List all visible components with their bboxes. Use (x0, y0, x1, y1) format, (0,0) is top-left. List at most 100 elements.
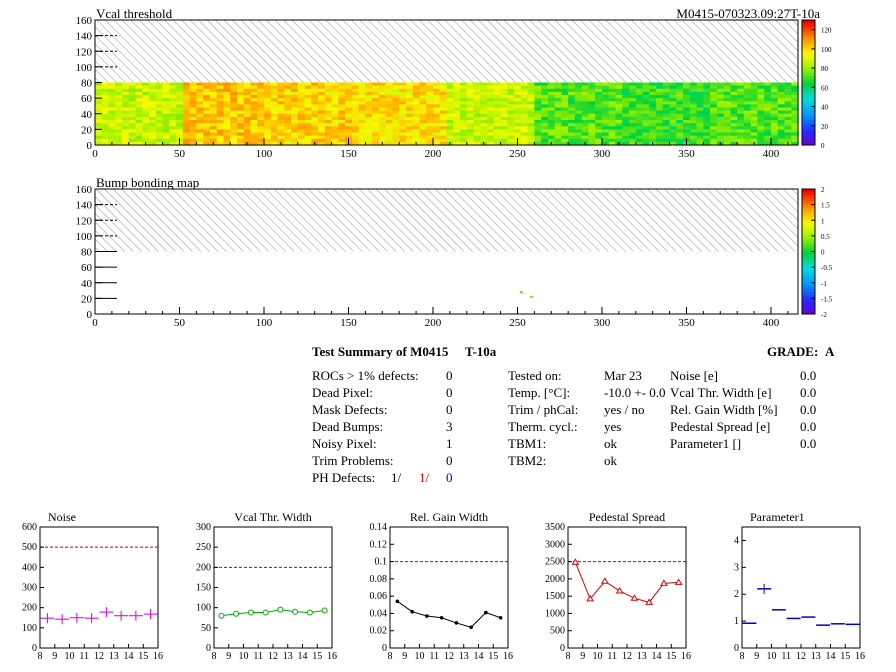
heatmap-cell (466, 126, 475, 130)
heatmap-cell (601, 138, 610, 143)
heatmap-cell (351, 104, 360, 109)
heatmap-cell (284, 113, 292, 118)
heatmap-cell (547, 120, 556, 124)
heatmap-cell (622, 129, 630, 134)
heatmap-cell (351, 141, 360, 146)
heatmap-cell (656, 88, 664, 93)
heatmap-cell (311, 126, 319, 130)
y-tick-label: 500 (550, 626, 565, 637)
heatmap-cell (284, 104, 292, 109)
heatmap-cell (243, 116, 252, 121)
heatmap-cell (460, 123, 468, 127)
heatmap-cell (656, 138, 664, 143)
heatmap-cell (419, 85, 427, 90)
heatmap-cell (629, 82, 637, 87)
heatmap-cell (432, 113, 441, 118)
heatmap-cell (243, 104, 252, 109)
heatmap-cell (372, 129, 380, 134)
colorbar-swatch (802, 79, 815, 84)
heatmap-cell (203, 101, 211, 105)
heatmap-cell (581, 123, 590, 127)
heatmap-cell (277, 82, 285, 87)
heatmap-cell (345, 88, 353, 93)
heatmap-cell (101, 126, 110, 130)
heatmap-cell (426, 88, 434, 93)
map-title-vcal: Vcal threshold (96, 6, 173, 21)
heatmap-cell (378, 135, 387, 140)
heatmap-cell (446, 132, 454, 137)
x-tick-label: 200 (425, 317, 442, 329)
heatmap-cell (473, 88, 481, 93)
data-point (439, 615, 444, 620)
heatmap-cell (155, 98, 164, 102)
heatmap-cell (378, 88, 387, 93)
heatmap-cell (676, 116, 684, 121)
x-tick-label: 9 (402, 651, 407, 662)
y-tick-label: 3000 (545, 539, 565, 550)
x-tick-label: 13 (459, 651, 469, 662)
heatmap-cell (662, 101, 671, 105)
heatmap-cell (453, 123, 461, 127)
heatmap-cell (351, 88, 360, 93)
heatmap-cell (365, 82, 373, 87)
heatmap-cell (405, 129, 414, 134)
heatmap-cell (412, 132, 421, 137)
heatmap-cell (270, 95, 279, 99)
heatmap-cell (561, 129, 569, 134)
heatmap-cell (257, 91, 265, 96)
y-tick-label: 250 (196, 542, 211, 553)
heatmap-cell (608, 132, 617, 137)
heatmap-cell (493, 85, 502, 90)
heatmap-cell (656, 116, 664, 121)
y-tick-label: 0.14 (370, 522, 388, 533)
heatmap-cell (142, 82, 150, 87)
y-tick-label: 140 (76, 31, 93, 43)
heatmap-cell (189, 110, 197, 115)
heatmap-cell (297, 116, 306, 121)
heatmap-cell (662, 132, 671, 137)
heatmap-cell (460, 132, 468, 137)
x-tick-label: 14 (124, 651, 134, 662)
heatmap-cell (432, 85, 441, 90)
heatmap-cell (534, 132, 542, 137)
heatmap-cell (135, 132, 143, 137)
heatmap-cell (108, 85, 116, 90)
heatmap-cell (135, 104, 143, 109)
heatmap-cell (270, 85, 279, 90)
heatmap-cell (656, 129, 664, 134)
heatmap-cell (588, 135, 596, 140)
heatmap-cell (243, 126, 252, 130)
heatmap-cell (683, 98, 691, 102)
module-id-label: M0415-070323.09:27T-10a (676, 6, 820, 21)
bump-defect-point (529, 295, 533, 298)
heatmap-cell (514, 135, 522, 140)
heatmap-cell (392, 135, 400, 140)
heatmap-cell (662, 120, 671, 124)
heatmap-cell (345, 120, 353, 124)
heatmap-cell (182, 132, 191, 137)
colorbar-swatch (802, 239, 815, 243)
heatmap-cell (588, 113, 596, 118)
heatmap-cell (588, 126, 596, 130)
heatmap-cell (480, 107, 488, 112)
heatmap-cell (737, 107, 745, 112)
heatmap-cell (338, 113, 346, 118)
heatmap-cell (615, 138, 623, 143)
heatmap-cell (270, 138, 279, 143)
heatmap-cell (155, 107, 164, 112)
heatmap-cell (703, 88, 711, 93)
heatmap-cell (500, 95, 508, 99)
heatmap-cell (236, 141, 245, 146)
heatmap-cell (676, 141, 684, 146)
heatmap-cell (669, 126, 677, 130)
heatmap-cell (527, 126, 535, 130)
heatmap-cell (608, 113, 617, 118)
heatmap-cell (676, 120, 684, 124)
heatmap-cell (399, 135, 407, 140)
heatmap-cell (629, 98, 637, 102)
heatmap-cell (750, 107, 759, 112)
heatmap-cell (101, 101, 110, 105)
data-point (410, 609, 414, 614)
heatmap-cell (291, 110, 299, 115)
colorbar-swatch (802, 254, 815, 259)
